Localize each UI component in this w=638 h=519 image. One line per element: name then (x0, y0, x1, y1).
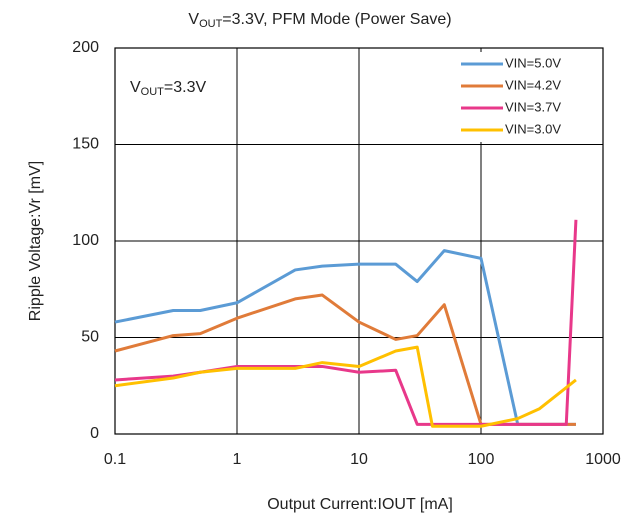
y-tick-label: 100 (72, 232, 99, 249)
legend-label: VIN=4.2V (505, 77, 561, 92)
series-line (114, 345, 577, 428)
x-tick-label: 1 (233, 451, 242, 468)
y-tick-label: 200 (72, 39, 99, 56)
x-tick-label: 10 (350, 451, 368, 468)
annotation-part: OUT (141, 86, 165, 98)
annotation: VOUT=3.3V (130, 79, 206, 98)
x-tick-label: 1000 (585, 451, 621, 468)
chart-title-part: V (188, 11, 199, 28)
annotation-part: =3.3V (164, 79, 207, 96)
legend-label: VIN=5.0V (505, 55, 561, 70)
legend-label: VIN=3.7V (505, 99, 561, 114)
y-axis-label: Ripple Voltage:Vr [mV] (27, 161, 44, 321)
x-tick-label: 100 (468, 451, 495, 468)
x-axis-label: Output Current:IOUT [mA] (267, 496, 453, 513)
plot-frame (114, 47, 604, 435)
legend-box (453, 52, 599, 142)
series-line (114, 249, 576, 426)
y-tick-label: 0 (90, 425, 99, 442)
x-tick-label: 0.1 (104, 451, 126, 468)
chart-title-part: OUT (199, 18, 223, 30)
annotation-part: V (130, 79, 141, 96)
legend-label: VIN=3.0V (505, 121, 561, 136)
y-tick-label: 50 (81, 329, 99, 346)
y-tick-label: 150 (72, 136, 99, 153)
chart-title: VOUT=3.3V, PFM Mode (Power Save) (188, 11, 451, 30)
chart-title-part: =3.3V, PFM Mode (Power Save) (222, 11, 451, 28)
